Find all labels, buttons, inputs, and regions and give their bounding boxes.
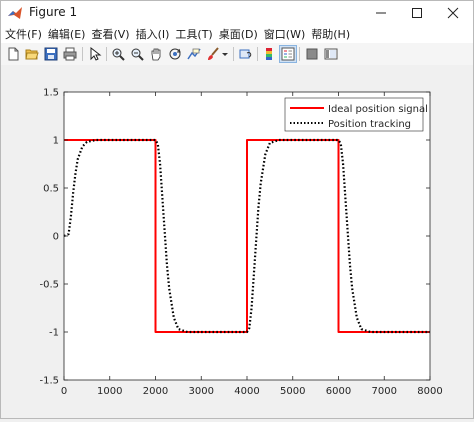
toolbar-separator xyxy=(233,47,234,61)
show-plot-tools-button[interactable] xyxy=(322,45,340,63)
menu-window[interactable]: 窗口(W) xyxy=(263,28,306,41)
y-tick-label: -0.5 xyxy=(39,280,59,291)
new-figure-button[interactable] xyxy=(4,45,22,63)
x-tick-label: 3000 xyxy=(189,386,214,397)
legend-label-ideal: Ideal position signal xyxy=(328,104,428,115)
matlab-app-icon xyxy=(8,7,22,19)
maximize-icon xyxy=(412,8,422,18)
show-plot-tools-icon xyxy=(324,48,338,60)
legend-label-tracking: Position tracking xyxy=(328,119,411,130)
window-title: Figure 1 xyxy=(29,5,78,19)
x-tick-label: 7000 xyxy=(372,386,397,397)
data-cursor-icon xyxy=(187,48,201,60)
rotate-3d-button[interactable] xyxy=(166,45,184,63)
x-tick-label: 1000 xyxy=(97,386,122,397)
line-chart[interactable]: 0 1000 2000 3000 4000 5000 6000 7000 8000 1.5 1 0.5… xyxy=(1,65,473,418)
close-button[interactable] xyxy=(435,1,471,25)
legend-icon xyxy=(281,47,295,61)
x-tick-label: 0 xyxy=(61,386,67,397)
close-icon xyxy=(447,7,459,19)
link-icon xyxy=(239,49,252,59)
y-tick-label: 0 xyxy=(53,232,59,243)
minimize-button[interactable] xyxy=(363,1,399,25)
y-tick-label: -1 xyxy=(49,328,59,339)
maximize-button[interactable] xyxy=(399,1,435,25)
rotate-3d-icon xyxy=(169,48,181,60)
x-tick-label: 6000 xyxy=(326,386,351,397)
brush-dropdown-button[interactable] xyxy=(220,45,230,63)
link-plot-button[interactable] xyxy=(237,45,255,63)
hide-plot-tools-button[interactable] xyxy=(303,45,321,63)
data-cursor-button[interactable] xyxy=(185,45,203,63)
insert-legend-button[interactable] xyxy=(279,45,297,63)
menu-help[interactable]: 帮助(H) xyxy=(311,28,351,41)
open-icon xyxy=(25,49,39,60)
chevron-down-icon xyxy=(222,53,228,56)
brush-button[interactable] xyxy=(204,45,222,63)
figure-canvas: 0 1000 2000 3000 4000 5000 6000 7000 8000 1.5 1 0.5… xyxy=(1,65,473,418)
menu-insert[interactable]: 插入(I) xyxy=(135,28,170,41)
pan-icon xyxy=(151,48,161,61)
print-button[interactable] xyxy=(61,45,79,63)
save-icon xyxy=(44,47,58,61)
menu-view[interactable]: 查看(V) xyxy=(91,28,130,41)
pointer-icon xyxy=(90,47,102,61)
toolbar-separator xyxy=(82,47,83,61)
colorbar-icon xyxy=(266,48,272,60)
menu-bar: 文件(F) 编辑(E) 查看(V) 插入(I) 工具(T) 桌面(D) 窗口(W… xyxy=(1,25,473,43)
menu-tools[interactable]: 工具(T) xyxy=(175,28,213,41)
save-button[interactable] xyxy=(42,45,60,63)
hide-plot-tools-icon xyxy=(306,48,318,60)
legend[interactable]: Ideal position signal Position tracking xyxy=(284,97,428,132)
figure-toolbar xyxy=(1,43,473,66)
open-button[interactable] xyxy=(23,45,41,63)
brush-icon xyxy=(208,47,219,60)
insert-colorbar-button[interactable] xyxy=(260,45,278,63)
x-tick-label: 4000 xyxy=(234,386,259,397)
x-tick-label: 5000 xyxy=(280,386,305,397)
title-bar[interactable]: Figure 1 xyxy=(1,1,473,25)
toolbar-separator xyxy=(299,47,300,61)
toolbar-separator xyxy=(257,47,258,61)
legend-box xyxy=(284,97,424,132)
y-tick-label: 1 xyxy=(53,136,59,147)
zoom-in-button[interactable] xyxy=(109,45,127,63)
menu-desktop[interactable]: 桌面(D) xyxy=(218,28,258,41)
new-figure-icon xyxy=(8,47,19,61)
x-tick-label: 2000 xyxy=(143,386,168,397)
y-tick-label: -1.5 xyxy=(39,376,59,387)
menu-edit[interactable]: 编辑(E) xyxy=(47,28,86,41)
series-line-position-tracking[interactable] xyxy=(63,138,430,334)
zoom-out-icon xyxy=(131,48,144,61)
y-tick-label: 0.5 xyxy=(43,184,59,195)
zoom-out-button[interactable] xyxy=(128,45,146,63)
edit-plot-button[interactable] xyxy=(86,45,104,63)
toolbar-separator xyxy=(106,47,107,61)
series-line-ideal-position[interactable] xyxy=(64,139,430,333)
zoom-in-icon xyxy=(112,48,125,61)
x-tick-label: 8000 xyxy=(417,386,442,397)
menu-file[interactable]: 文件(F) xyxy=(5,28,42,41)
y-tick-label: 1.5 xyxy=(43,88,59,99)
pan-button[interactable] xyxy=(147,45,165,63)
minimize-icon xyxy=(376,12,386,14)
print-icon xyxy=(63,47,77,61)
